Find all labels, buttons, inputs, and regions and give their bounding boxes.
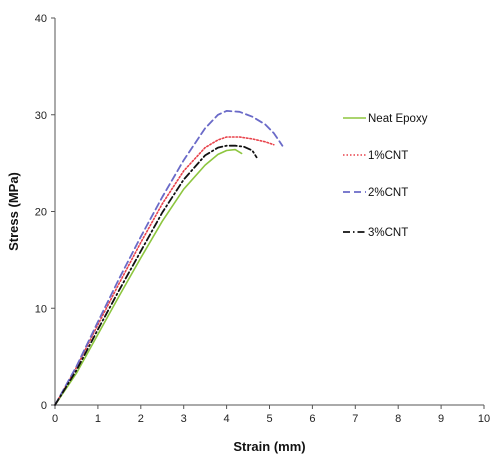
x-tick-label: 5 <box>266 413 272 425</box>
y-axis-ticks: 0 10 20 30 40 <box>35 13 55 412</box>
x-tick-label: 6 <box>309 413 315 425</box>
legend-label-1: Neat Epoxy <box>368 113 428 125</box>
x-tick-label: 0 <box>52 413 58 425</box>
x-tick-label: 8 <box>395 413 401 425</box>
legend: Neat Epoxy 1%CNT 2%CNT 3%CNT <box>343 113 428 239</box>
y-tick-label: 40 <box>35 13 47 25</box>
legend-label-2: 1%CNT <box>368 150 408 162</box>
x-tick-label: 1 <box>95 413 101 425</box>
x-tick-label: 10 <box>478 413 490 425</box>
y-tick-label: 10 <box>35 303 47 315</box>
x-tick-label: 3 <box>181 413 187 425</box>
series-line-4 <box>54 144 258 406</box>
y-axis-title: Stress (MPa) <box>6 172 21 251</box>
series-line-3 <box>54 110 284 406</box>
x-tick-label: 4 <box>224 413 230 425</box>
x-axis-ticks: 0 1 2 3 4 5 6 7 8 9 10 <box>52 405 490 425</box>
y-tick-label: 0 <box>41 400 47 412</box>
legend-label-3: 2%CNT <box>368 187 408 199</box>
axes: 0 1 2 3 4 5 6 7 8 9 10 0 10 20 30 40 Strain (mm) Stres… <box>6 13 490 454</box>
x-tick-label: 2 <box>138 413 144 425</box>
series-layer <box>54 110 284 406</box>
x-axis-title: Strain (mm) <box>233 439 305 454</box>
x-tick-label: 7 <box>352 413 358 425</box>
legend-label-4: 3%CNT <box>368 227 408 239</box>
x-tick-label: 9 <box>438 413 444 425</box>
y-tick-label: 20 <box>35 207 47 219</box>
series-line-2 <box>54 136 275 406</box>
series-line-1 <box>54 148 243 406</box>
y-tick-label: 30 <box>35 110 47 122</box>
